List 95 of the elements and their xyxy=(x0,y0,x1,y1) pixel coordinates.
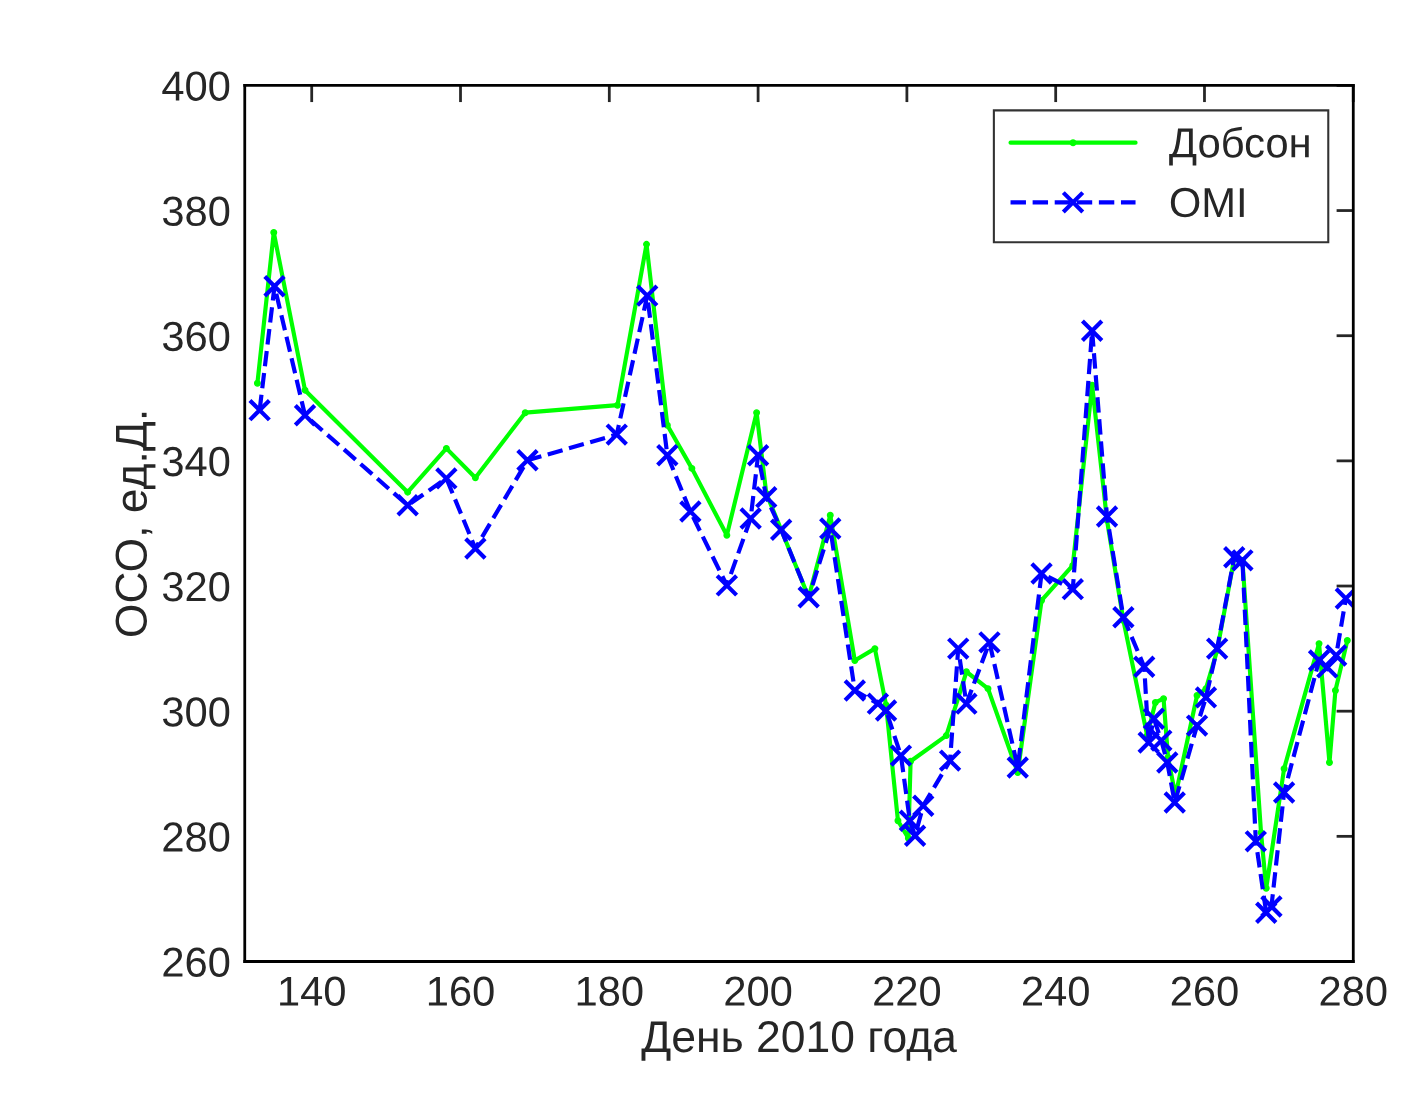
point xyxy=(262,274,287,299)
point xyxy=(604,422,629,447)
point xyxy=(395,493,420,518)
point xyxy=(655,443,680,468)
point xyxy=(678,499,703,524)
point xyxy=(1060,577,1085,601)
point xyxy=(1095,504,1119,529)
point xyxy=(1315,655,1340,680)
point xyxy=(769,517,793,542)
point xyxy=(253,379,261,387)
point xyxy=(1029,561,1054,586)
point xyxy=(911,793,936,818)
point xyxy=(818,516,843,541)
point xyxy=(1280,765,1288,773)
point xyxy=(1149,728,1174,753)
point xyxy=(1230,548,1255,573)
point xyxy=(977,630,1002,655)
point xyxy=(866,691,890,716)
point xyxy=(1315,640,1323,648)
y-tick-label: 380 xyxy=(162,196,230,227)
point xyxy=(851,657,859,664)
x-axis-title: День 2010 года xyxy=(641,1020,957,1061)
point xyxy=(247,398,272,422)
point xyxy=(635,283,660,308)
point xyxy=(293,403,317,427)
point xyxy=(1259,894,1284,919)
y-tick-label: 300 xyxy=(162,697,230,727)
point xyxy=(754,485,779,509)
x-tick-label: 260 xyxy=(1171,976,1238,1006)
point xyxy=(1244,829,1268,854)
point xyxy=(946,636,971,661)
point xyxy=(1205,636,1229,661)
point xyxy=(746,443,770,468)
point xyxy=(1132,654,1157,679)
point xyxy=(715,573,739,598)
x-tick-label: 240 xyxy=(1023,976,1089,1006)
point xyxy=(843,678,867,703)
point xyxy=(1222,545,1247,570)
point xyxy=(1142,706,1166,731)
point xyxy=(889,743,913,768)
point xyxy=(1185,713,1209,738)
point xyxy=(1111,605,1136,630)
point xyxy=(898,808,922,833)
y-tick-label: 320 xyxy=(162,572,230,602)
point xyxy=(1331,687,1339,695)
point xyxy=(826,511,834,519)
point xyxy=(1162,790,1187,815)
point xyxy=(688,464,696,472)
point xyxy=(903,823,927,848)
point xyxy=(301,386,309,394)
point xyxy=(1080,318,1104,343)
point xyxy=(614,401,621,409)
point xyxy=(404,488,412,496)
y-tick-label: 400 xyxy=(162,71,230,101)
x-tick-label: 180 xyxy=(577,976,643,1006)
point xyxy=(434,466,459,491)
point xyxy=(1160,695,1168,703)
x-tick-label: 160 xyxy=(428,976,494,1006)
x-tick-label: 220 xyxy=(874,976,941,1006)
x-tick-label: 200 xyxy=(725,976,792,1006)
point xyxy=(954,691,979,716)
point xyxy=(270,228,278,236)
point xyxy=(894,817,902,825)
point xyxy=(796,585,821,610)
point xyxy=(874,698,898,723)
y-tick-label: 260 xyxy=(163,947,230,978)
point xyxy=(1151,698,1159,706)
x-tick-label: 140 xyxy=(280,976,345,1006)
point xyxy=(442,444,450,452)
point xyxy=(1194,685,1218,710)
point xyxy=(1254,900,1279,925)
point xyxy=(1272,780,1296,805)
point xyxy=(1155,750,1180,775)
point xyxy=(1325,759,1333,766)
y-axis-title: ОСО, ед.Д. xyxy=(115,412,156,637)
point xyxy=(753,409,761,417)
y-tick-label: 340 xyxy=(162,446,230,477)
point xyxy=(471,474,479,482)
point xyxy=(942,732,950,740)
y-tick-label: 360 xyxy=(162,321,230,352)
point xyxy=(1193,692,1201,700)
point xyxy=(1005,755,1030,780)
point xyxy=(521,409,529,417)
point xyxy=(984,685,992,693)
point xyxy=(738,506,763,531)
legend-label: Добсон xyxy=(1169,126,1309,166)
point xyxy=(1343,636,1351,644)
point xyxy=(515,448,540,473)
point xyxy=(463,536,488,561)
point xyxy=(938,748,962,773)
y-tick-label: 280 xyxy=(163,822,230,852)
x-tick-label: 280 xyxy=(1320,976,1387,1006)
point xyxy=(643,240,650,248)
legend-label: OMI xyxy=(1170,187,1244,218)
point xyxy=(1136,730,1161,755)
